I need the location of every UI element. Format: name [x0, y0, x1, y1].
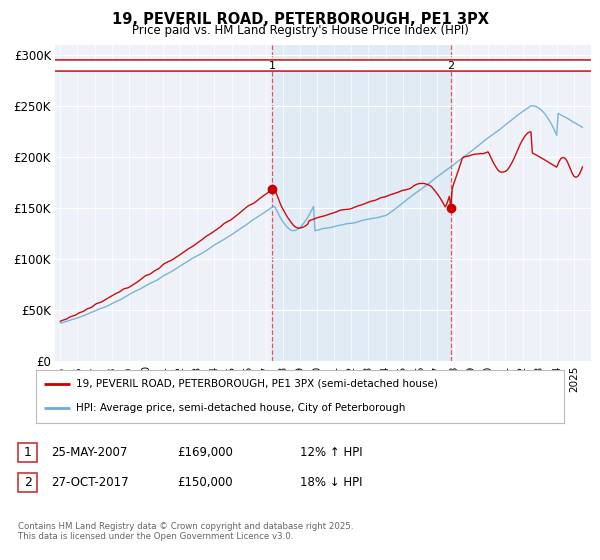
Text: 12% ↑ HPI: 12% ↑ HPI — [300, 446, 362, 459]
FancyBboxPatch shape — [0, 59, 600, 71]
Text: Contains HM Land Registry data © Crown copyright and database right 2025.
This d: Contains HM Land Registry data © Crown c… — [18, 522, 353, 542]
Bar — [272, 45, 451, 361]
Text: Price paid vs. HM Land Registry's House Price Index (HPI): Price paid vs. HM Land Registry's House … — [131, 24, 469, 36]
Text: £150,000: £150,000 — [177, 476, 233, 489]
Text: 19, PEVERIL ROAD, PETERBOROUGH, PE1 3PX (semi-detached house): 19, PEVERIL ROAD, PETERBOROUGH, PE1 3PX … — [76, 379, 437, 389]
Text: 27-OCT-2017: 27-OCT-2017 — [51, 476, 128, 489]
Text: 18% ↓ HPI: 18% ↓ HPI — [300, 476, 362, 489]
FancyBboxPatch shape — [0, 59, 600, 71]
Text: £169,000: £169,000 — [177, 446, 233, 459]
Text: 19, PEVERIL ROAD, PETERBOROUGH, PE1 3PX: 19, PEVERIL ROAD, PETERBOROUGH, PE1 3PX — [112, 12, 488, 27]
Text: HPI: Average price, semi-detached house, City of Peterborough: HPI: Average price, semi-detached house,… — [76, 403, 405, 413]
Text: 25-MAY-2007: 25-MAY-2007 — [51, 446, 127, 459]
Text: 1: 1 — [269, 61, 276, 71]
Text: 2: 2 — [23, 476, 32, 489]
Text: 2: 2 — [448, 61, 455, 71]
Text: 1: 1 — [23, 446, 32, 459]
